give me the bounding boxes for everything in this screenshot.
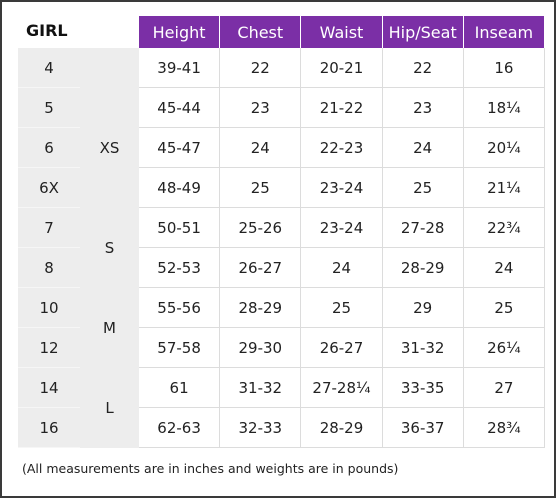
column-header: Chest xyxy=(220,16,302,48)
measurement: 36-37 xyxy=(382,408,464,448)
measurement: 45-44 xyxy=(139,88,221,128)
measurement: 24 xyxy=(382,128,464,168)
measurement: 62-63 xyxy=(139,408,221,448)
table-title: GIRL xyxy=(26,21,68,40)
footnote: (All measurements are in inches and weig… xyxy=(22,461,399,476)
measurement: 27-28 xyxy=(382,208,464,248)
size-label: 6X xyxy=(18,168,80,208)
measurement: 27 xyxy=(463,368,545,408)
measurement: 25 xyxy=(382,168,464,208)
measurement: 28-29 xyxy=(301,408,383,448)
measurement: 52-53 xyxy=(139,248,221,288)
measurement: 24 xyxy=(301,248,383,288)
measurement: 25-26 xyxy=(220,208,302,248)
size-group: M xyxy=(80,288,139,368)
measurement: 29 xyxy=(382,288,464,328)
size-group: L xyxy=(80,368,139,448)
measurement: 26-27 xyxy=(220,248,302,288)
measurement: 45-47 xyxy=(139,128,221,168)
measurement: 55-56 xyxy=(139,288,221,328)
measurement: 24 xyxy=(220,128,302,168)
column-header: Inseam xyxy=(463,16,545,48)
measurement: 22 xyxy=(382,48,464,88)
measurement: 25 xyxy=(301,288,383,328)
measurement: 31-32 xyxy=(220,368,302,408)
measurement: 27-28¼ xyxy=(301,368,383,408)
size-label: 5 xyxy=(18,88,80,128)
measurement: 22-23 xyxy=(301,128,383,168)
measurement: 21¼ xyxy=(463,168,545,208)
size-group xyxy=(80,48,139,88)
measurement: 31-32 xyxy=(382,328,464,368)
measurement: 23-24 xyxy=(301,208,383,248)
measurement: 57-58 xyxy=(139,328,221,368)
measurement: 61 xyxy=(139,368,221,408)
measurement: 18¼ xyxy=(463,88,545,128)
measurement: 33-35 xyxy=(382,368,464,408)
measurement: 23 xyxy=(382,88,464,128)
measurement: 20-21 xyxy=(301,48,383,88)
size-label: 16 xyxy=(18,408,80,448)
measurement: 48-49 xyxy=(139,168,221,208)
measurement: 28¾ xyxy=(463,408,545,448)
measurement: 16 xyxy=(463,48,545,88)
size-group: S xyxy=(80,208,139,288)
measurement: 29-30 xyxy=(220,328,302,368)
measurement: 50-51 xyxy=(139,208,221,248)
column-header: Height xyxy=(139,16,221,48)
size-label: 6 xyxy=(18,128,80,168)
size-label: 8 xyxy=(18,248,80,288)
size-label: 12 xyxy=(18,328,80,368)
measurement: 32-33 xyxy=(220,408,302,448)
column-header: Hip/Seat xyxy=(382,16,464,48)
measurement: 21-22 xyxy=(301,88,383,128)
measurement: 24 xyxy=(463,248,545,288)
size-label: 10 xyxy=(18,288,80,328)
measurement: 25 xyxy=(463,288,545,328)
measurement: 39-41 xyxy=(139,48,221,88)
measurement: 26¼ xyxy=(463,328,545,368)
measurement: 28-29 xyxy=(382,248,464,288)
measurement: 23 xyxy=(220,88,302,128)
size-label: 7 xyxy=(18,208,80,248)
size-label: 14 xyxy=(18,368,80,408)
measurement: 20¼ xyxy=(463,128,545,168)
size-label: 4 xyxy=(18,48,80,88)
measurement: 22¾ xyxy=(463,208,545,248)
measurement: 25 xyxy=(220,168,302,208)
measurement: 28-29 xyxy=(220,288,302,328)
measurement: 23-24 xyxy=(301,168,383,208)
measurement: 26-27 xyxy=(301,328,383,368)
size-group: XS xyxy=(80,88,139,208)
measurement: 22 xyxy=(220,48,302,88)
column-header: Waist xyxy=(301,16,383,48)
